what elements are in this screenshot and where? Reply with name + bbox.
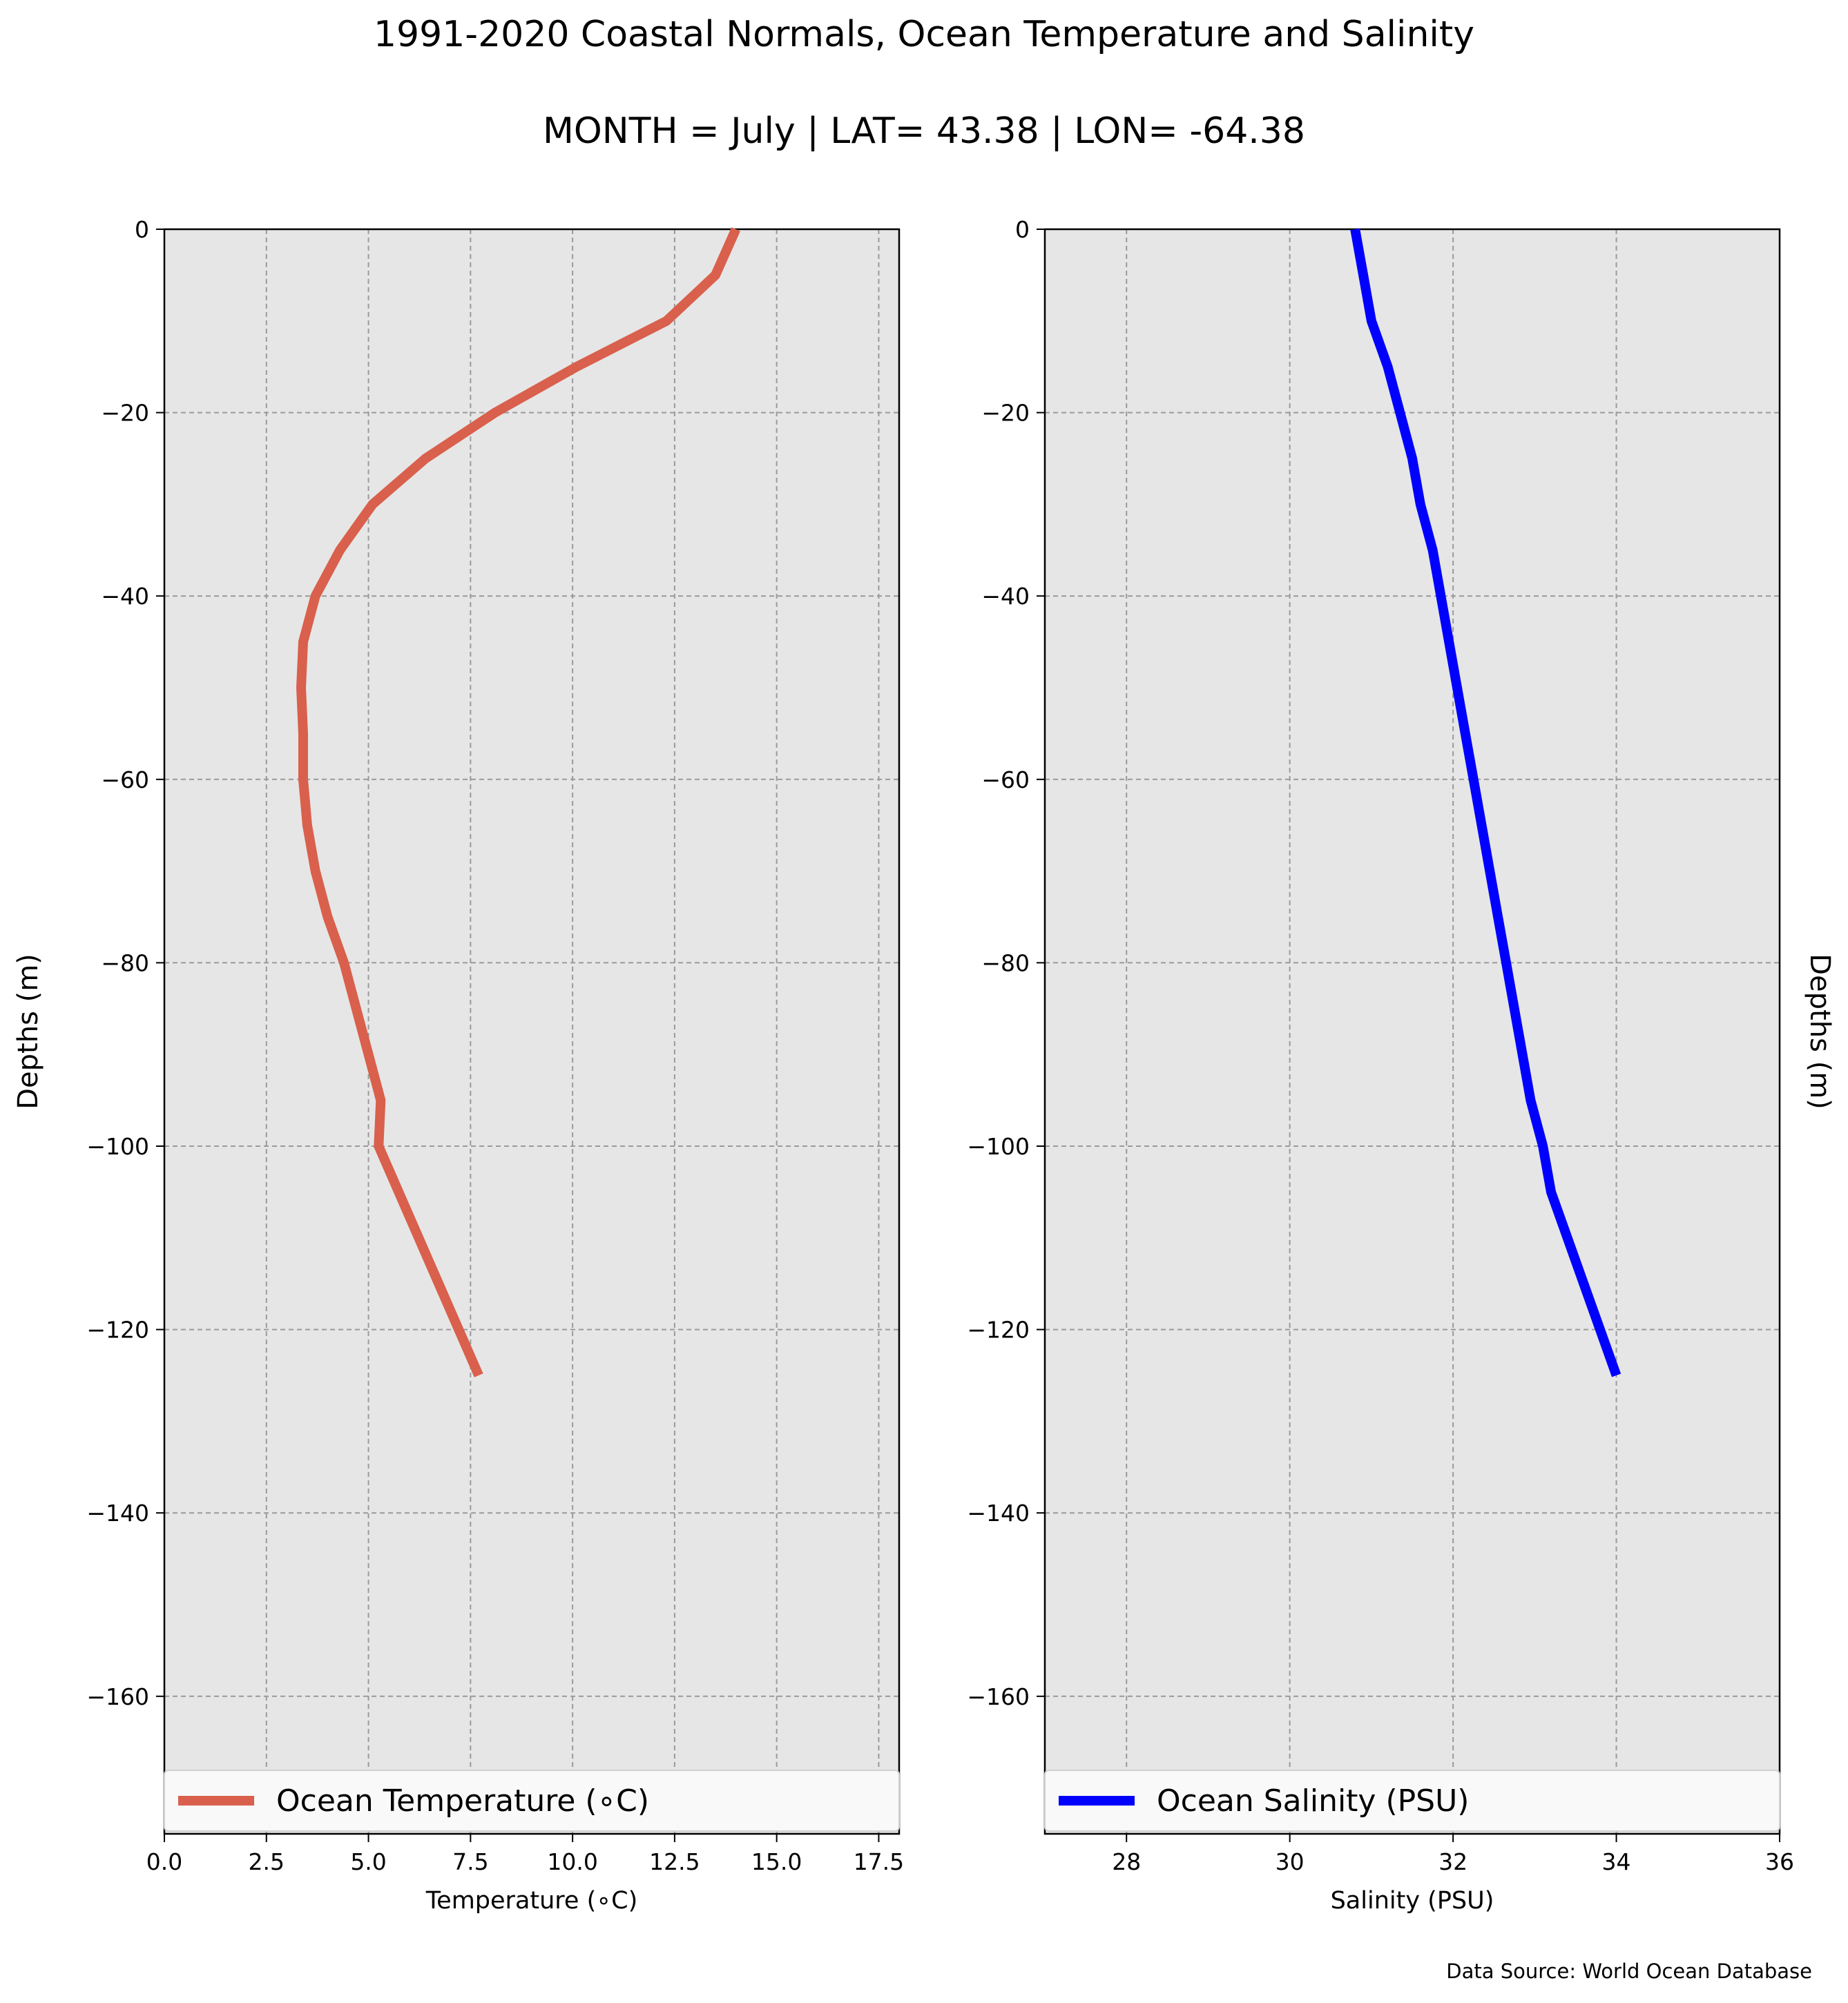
temperature-xtick-label: 5.0 — [350, 1848, 386, 1875]
salinity-xtick-label: 36 — [1765, 1848, 1794, 1875]
salinity-ytick-label: −40 — [981, 583, 1030, 610]
temperature-ytick-label: −40 — [101, 583, 149, 610]
salinity-ytick-label: 0 — [1015, 216, 1030, 243]
temperature-series-line — [296, 227, 740, 1377]
temperature-ytick-label: −80 — [101, 949, 149, 976]
salinity-plot-area — [1045, 229, 1780, 1834]
temperature-xlabel: Temperature (∘C) — [425, 1887, 638, 1915]
temperature-xtick-label: 17.5 — [854, 1848, 904, 1875]
temperature-ytick-label: −140 — [86, 1500, 149, 1527]
figure-subtitle: MONTH = July | LAT= 43.38 | LON= -64.38 — [543, 110, 1305, 152]
temperature-xtick-label: 2.5 — [249, 1848, 285, 1875]
temperature-legend-label: Ocean Temperature (∘C) — [276, 1783, 649, 1819]
salinity-legend-label: Ocean Salinity (PSU) — [1157, 1783, 1469, 1819]
temperature-ytick-label: −20 — [101, 400, 149, 427]
temperature-ytick-label: −100 — [86, 1133, 149, 1160]
temperature-ytick-label: 0 — [135, 216, 149, 243]
temperature-plot-area — [164, 229, 899, 1834]
salinity-xtick-label: 34 — [1602, 1848, 1631, 1875]
salinity-axes-frame — [1043, 228, 1781, 1835]
salinity-xtick-label: 28 — [1112, 1848, 1141, 1875]
salinity-ylabel: Depths (m) — [1804, 954, 1836, 1110]
salinity-series-line — [1350, 228, 1621, 1377]
salinity-ytick-label: −100 — [967, 1133, 1030, 1160]
temperature-xtick-label: 10.0 — [547, 1848, 597, 1875]
salinity-ytick-label: −120 — [967, 1317, 1030, 1344]
temperature-axes-frame — [163, 228, 901, 1835]
temperature-ytick-label: −120 — [86, 1317, 149, 1344]
temperature-ytick-label: −60 — [101, 766, 149, 793]
temperature-xtick-label: 0.0 — [146, 1848, 182, 1875]
salinity-xlabel: Salinity (PSU) — [1331, 1887, 1494, 1915]
salinity-xtick-label: 32 — [1438, 1848, 1467, 1875]
data-source-note: Data Source: World Ocean Database — [1446, 1960, 1812, 1983]
salinity-legend-box — [1044, 1770, 1780, 1832]
temperature-ytick-label: −160 — [86, 1683, 149, 1710]
salinity-ytick-label: −80 — [981, 949, 1030, 976]
temperature-ylabel: Depths (m) — [12, 954, 44, 1110]
salinity-ytick-label: −60 — [981, 766, 1030, 793]
temperature-xtick-label: 12.5 — [649, 1848, 700, 1875]
figure-title: 1991-2020 Coastal Normals, Ocean Tempera… — [373, 14, 1475, 55]
salinity-xtick-label: 30 — [1276, 1848, 1305, 1875]
temperature-xtick-label: 15.0 — [751, 1848, 802, 1875]
salinity-ytick-label: −160 — [967, 1683, 1030, 1710]
temperature-legend-box — [164, 1770, 900, 1832]
salinity-ytick-label: −140 — [967, 1500, 1030, 1527]
salinity-ytick-label: −20 — [981, 400, 1030, 427]
temperature-xtick-label: 7.5 — [452, 1848, 488, 1875]
